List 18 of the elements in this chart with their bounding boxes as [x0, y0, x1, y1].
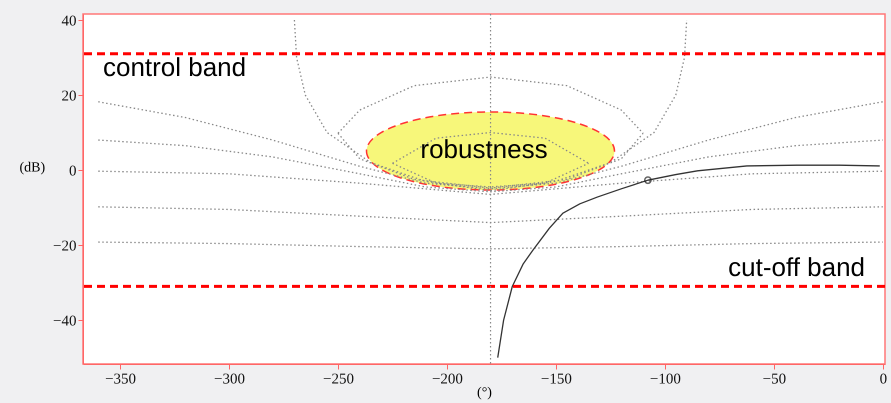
- x-tick-label: −350: [105, 372, 136, 388]
- annotation: cut-off band: [728, 252, 865, 282]
- annotation: robustness: [420, 134, 548, 164]
- annotation: control band: [103, 52, 246, 82]
- x-tick-label: −250: [323, 372, 354, 388]
- x-tick-label: −50: [762, 372, 786, 388]
- y-tick-label: −20: [53, 238, 76, 255]
- x-tick-label: −200: [432, 372, 463, 388]
- x-tick-label: −150: [540, 372, 572, 388]
- x-axis-title: (°): [477, 386, 492, 400]
- x-tick-label: 0: [880, 372, 888, 388]
- x-tick-label: −100: [650, 372, 681, 388]
- y-tick-label: 0: [69, 164, 76, 180]
- y-tick-label: 40: [62, 14, 76, 30]
- y-tick-label: 20: [62, 88, 76, 105]
- y-axis-title: (dB): [20, 160, 46, 176]
- y-tick-label: −40: [53, 314, 76, 330]
- x-tick-label: −300: [214, 372, 245, 388]
